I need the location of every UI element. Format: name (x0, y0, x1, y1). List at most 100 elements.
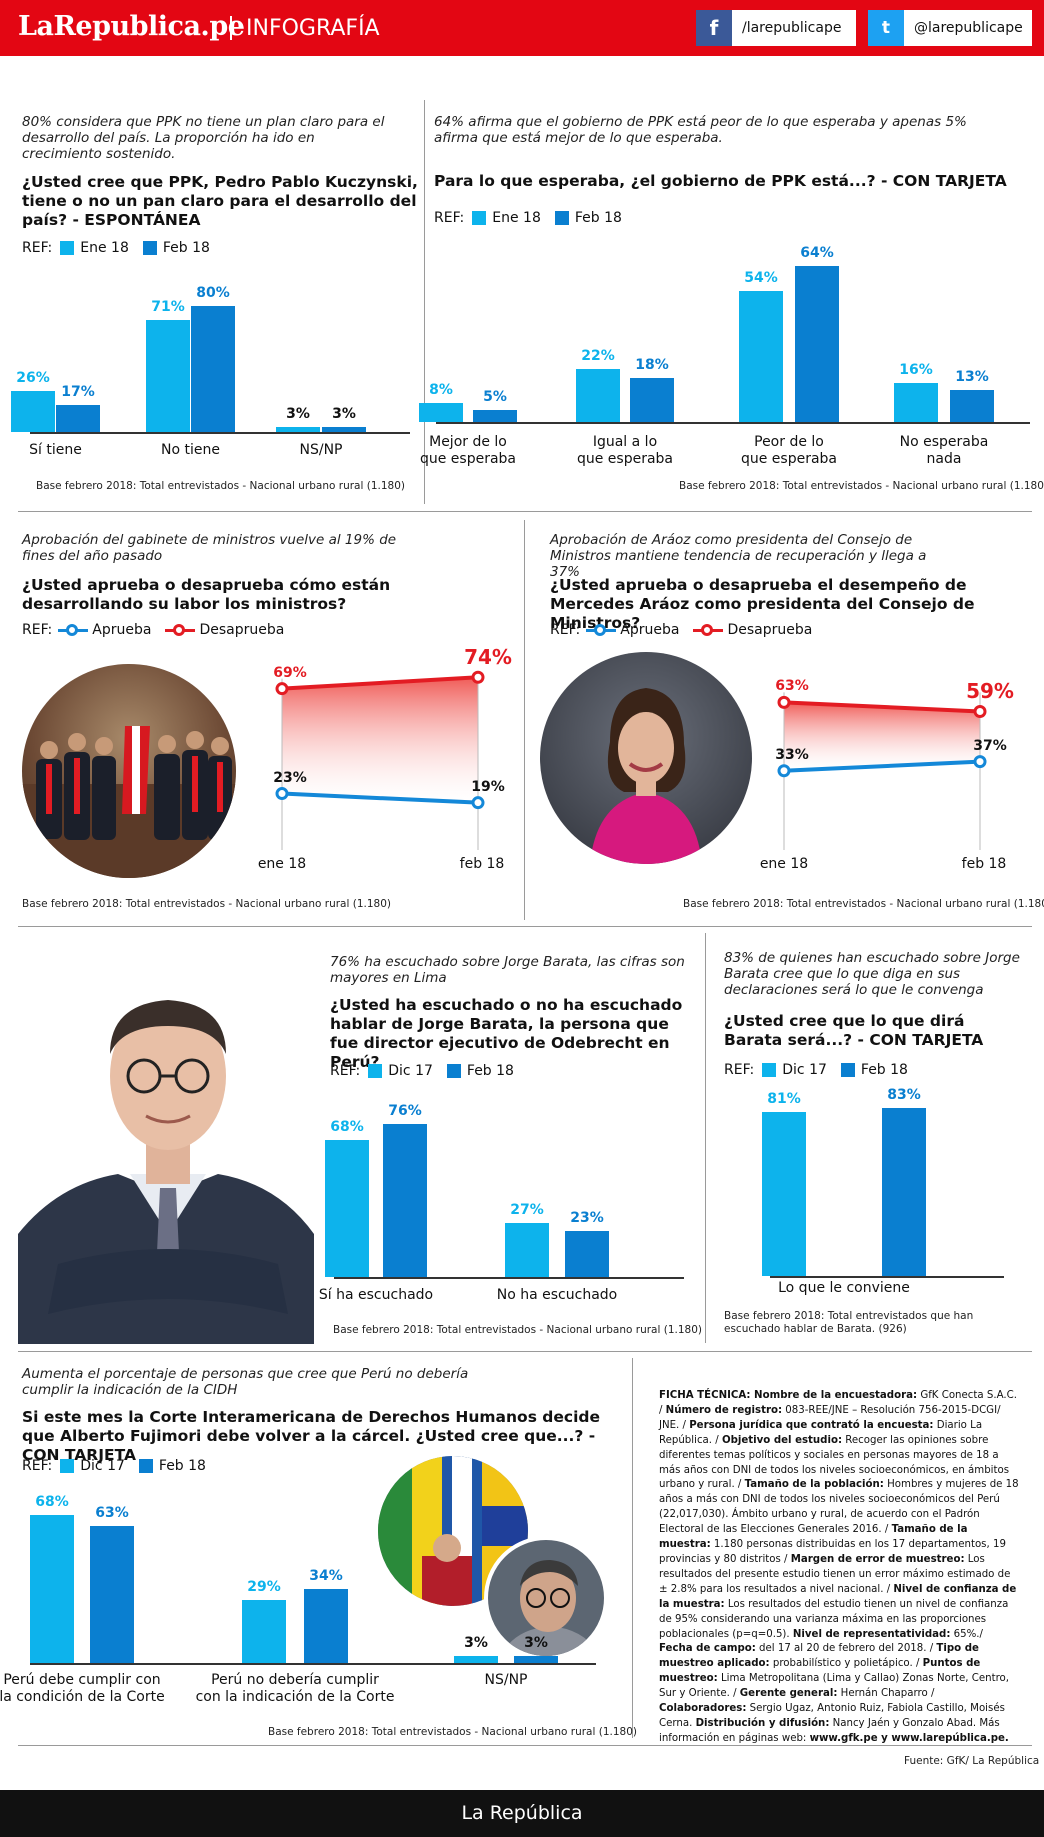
legend-ref: REF: (22, 240, 53, 256)
ficha-text: Los resultados del estudio tienen un niv… (659, 1598, 1009, 1640)
line-data-label: 63% (775, 678, 809, 695)
ficha-text: 65%./ (950, 1628, 983, 1640)
data-label: 64% (800, 245, 834, 262)
ficha-label: Nivel de representatividad: (792, 1628, 951, 1640)
base-note: Base febrero 2018: Total entrevistados -… (36, 480, 405, 492)
category-label: Lo que le conviene (778, 1280, 910, 1296)
line-desaprueba-point (471, 670, 485, 684)
line-data-label: 33% (775, 746, 809, 763)
bar-feb-18 (191, 305, 235, 432)
araoz-photo (540, 652, 752, 864)
legend-swatch-2 (138, 1459, 153, 1473)
legend-swatch-2 (142, 241, 157, 255)
ficha-label: Persona jurídica que contrató la encuest… (689, 1419, 934, 1431)
line-aprueba-point (777, 764, 791, 778)
line-desaprueba-point (777, 695, 791, 709)
line-data-label: 69% (273, 664, 307, 681)
bar-dic-17 (505, 1222, 549, 1277)
data-label: 68% (330, 1119, 364, 1136)
ficha-label: Puntos de muestreo: (659, 1658, 981, 1685)
data-label: 63% (95, 1504, 129, 1521)
legend-label-2: Feb 18 (860, 1062, 908, 1078)
base-note: Base febrero 2018: Total entrevistados -… (679, 480, 1044, 492)
ficha-text: GfK Conecta S.A.C. / (659, 1390, 1017, 1416)
divider (424, 100, 425, 504)
category-label: Peor de lo que esperaba (740, 434, 838, 467)
twitter-icon: t (868, 10, 904, 46)
facebook-link[interactable]: f /larepublicape (696, 10, 856, 46)
legend: REF: Aprueba Desaprueba (22, 622, 284, 638)
cabinet-illustration (22, 726, 236, 878)
data-label: 18% (635, 357, 669, 374)
line-aprueba-point (275, 787, 289, 801)
facebook-icon: f (696, 10, 732, 46)
data-label: 80% (196, 284, 230, 301)
legend-ref: REF: (22, 622, 53, 638)
x-axis (770, 1276, 1004, 1278)
ficha-text: Hombres y mujeres de 18 años a más con D… (659, 1479, 1019, 1536)
data-label: 16% (899, 362, 933, 379)
cabinet-photo (22, 664, 236, 878)
ficha-text: Sergio Ugaz, Antonio Ruiz, Fabiola Casti… (659, 1703, 1005, 1729)
data-label: 3% (524, 1635, 548, 1652)
line-data-label: 19% (471, 778, 505, 795)
legend-label-1: Ene 18 (80, 240, 129, 256)
data-label: 17% (61, 384, 95, 401)
legend-ref: REF: (724, 1062, 755, 1078)
legend-label-2: Feb 18 (574, 210, 622, 226)
category-label: NS/NP (299, 442, 343, 458)
data-label: 3% (332, 406, 356, 423)
legend-line-desaprueba (165, 624, 196, 636)
legend-ref: REF: (22, 1458, 53, 1474)
ficha-label: Fecha de campo: (659, 1643, 756, 1655)
footer-brand[interactable]: La República (0, 1790, 1044, 1837)
header-divider (230, 16, 232, 40)
legend-label-1: Dic 17 (388, 1063, 433, 1079)
category-label: No esperaba nada (899, 434, 989, 467)
technical-sheet: FICHA TÉCNICA: Nombre de la encuestadora… (659, 1389, 1019, 1747)
base-note: Base febrero 2018: Total entrevistados q… (724, 1310, 974, 1335)
data-label: 3% (286, 406, 310, 423)
twitter-link[interactable]: t @larepublicape (868, 10, 1032, 46)
line-data-label: 74% (464, 645, 512, 670)
ficha-label: www.gfk.pe y www.larepública.pe. (809, 1732, 1009, 1744)
question-title: Para lo que esperaba, ¿el gobierno de PP… (434, 172, 1007, 190)
ficha-text: Recoger las opiniones sobre diferentes t… (659, 1434, 1010, 1491)
legend-label-aprueba: Aprueba (92, 622, 152, 638)
legend-label-desaprueba: Desaprueba (199, 622, 285, 638)
data-label: 71% (151, 298, 185, 315)
base-note: Base febrero 2018: Total entrevistados -… (268, 1726, 637, 1738)
line-aprueba (281, 791, 479, 805)
ficha-label: Tamaño de la muestra: (659, 1524, 968, 1551)
ficha-text: Nancy Jaén y Gonzalo Abad. Más informaci… (659, 1717, 1000, 1744)
divider (18, 926, 1032, 927)
question-title: Si este mes la Corte Interamericana de D… (22, 1408, 601, 1464)
intro-text: 64% afirma que el gobierno de PPK está p… (434, 114, 967, 146)
category-label: Igual a lo que esperaba (576, 434, 674, 467)
bar-ene-18 (419, 402, 463, 422)
legend-label-2: Feb 18 (466, 1063, 514, 1079)
legend-swatch-2 (554, 211, 569, 225)
data-label: 76% (388, 1103, 422, 1120)
bar-feb-18 (630, 378, 674, 422)
category-label: Perú no debería cumplir con la indicación… (195, 1672, 395, 1705)
legend-ref: REF: (550, 622, 581, 638)
data-label: 8% (429, 381, 453, 398)
legend-swatch-2 (840, 1063, 855, 1077)
ficha-text: Hernán Chaparro / (837, 1688, 935, 1700)
divider (18, 511, 1032, 512)
intro-text: Aumenta el porcentaje de personas que cr… (22, 1366, 469, 1398)
site-logo[interactable]: LaRepublica.pe (18, 11, 245, 42)
question-title: ¿Usted cree que PPK, Pedro Pablo Kuczyns… (22, 173, 418, 229)
legend: REF: Ene 18 Feb 18 (22, 240, 210, 256)
legend-label-1: Dic 17 (80, 1458, 125, 1474)
question-title: ¿Usted aprueba o desaprueba el desempeño… (550, 576, 975, 632)
line-data-label: 23% (273, 769, 307, 786)
divider (705, 933, 706, 1343)
category-label: No tiene (161, 442, 220, 458)
legend: REF: Dic 17 Feb 18 (22, 1458, 206, 1474)
legend-swatch-2 (446, 1064, 461, 1078)
bar-feb-18 (950, 390, 994, 422)
ficha-text: Diario La República. / (659, 1419, 983, 1446)
legend: REF: Dic 17 Feb 18 (724, 1062, 908, 1078)
